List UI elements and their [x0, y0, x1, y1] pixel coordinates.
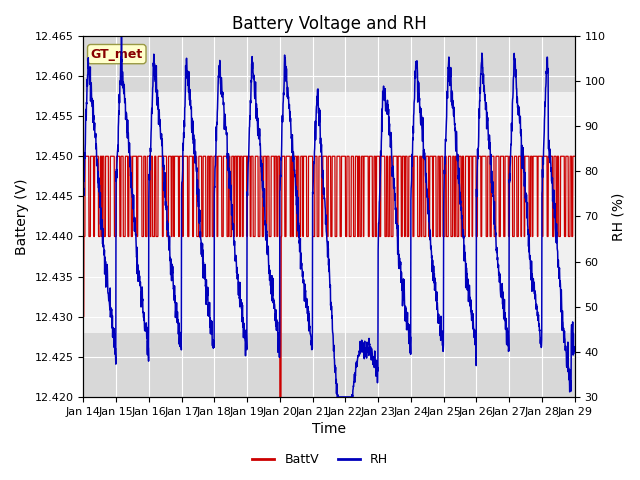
Bar: [83, 333, 575, 397]
Y-axis label: Battery (V): Battery (V): [15, 178, 29, 255]
Text: GT_met: GT_met: [91, 48, 143, 60]
Legend: BattV, RH: BattV, RH: [247, 448, 393, 471]
Y-axis label: RH (%): RH (%): [611, 192, 625, 240]
X-axis label: Time: Time: [312, 422, 346, 436]
Bar: [83, 36, 575, 92]
Title: Battery Voltage and RH: Battery Voltage and RH: [232, 15, 426, 33]
